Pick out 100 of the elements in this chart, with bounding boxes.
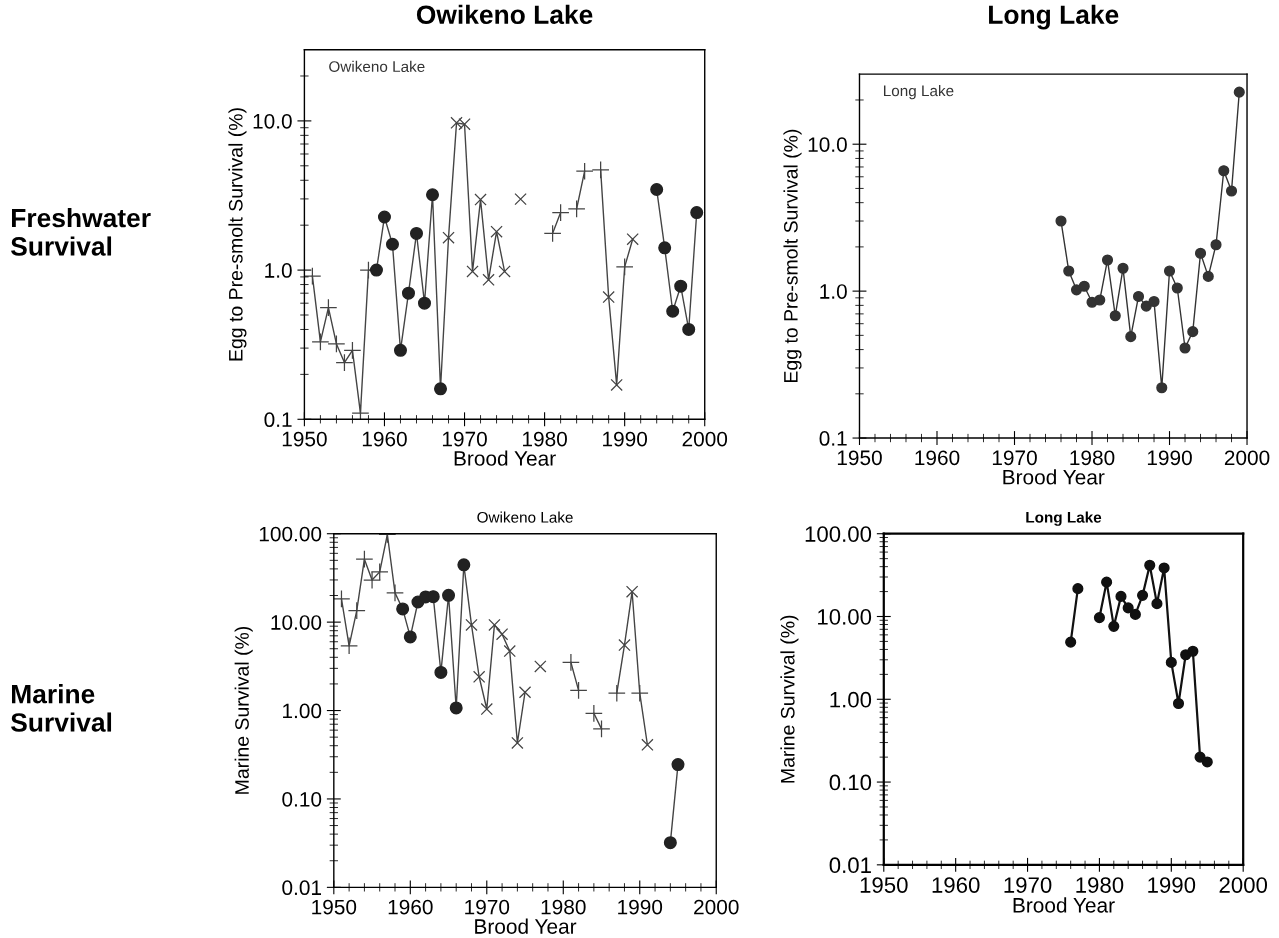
point xyxy=(1129,608,1141,620)
point xyxy=(1202,270,1214,282)
point xyxy=(518,686,532,699)
y-tick-label: 10.00 xyxy=(818,609,872,625)
x-tick-label: 1970 xyxy=(442,431,487,447)
y-tick-label: 1.00 xyxy=(283,703,322,719)
y-tick-label: 10.00 xyxy=(271,615,322,630)
y-tick-label: 10.0 xyxy=(808,137,847,152)
x-tick-label: 1990 xyxy=(1148,877,1196,893)
point xyxy=(575,162,594,181)
point xyxy=(495,628,509,641)
x-tick-label: 1980 xyxy=(523,431,567,447)
point xyxy=(311,332,330,351)
point xyxy=(503,644,516,658)
point xyxy=(1158,562,1170,574)
x-tick-label: 1960 xyxy=(915,450,960,466)
point xyxy=(386,583,404,602)
point xyxy=(1125,331,1137,343)
point xyxy=(1179,342,1191,354)
point xyxy=(1171,282,1183,294)
x-tick-label: 1950 xyxy=(282,431,327,447)
point xyxy=(671,758,685,772)
point xyxy=(658,241,672,255)
x-axis-title: Brood Year xyxy=(475,918,577,934)
point xyxy=(1187,645,1199,657)
x-tick-label: 1990 xyxy=(1147,450,1192,466)
point xyxy=(449,701,463,715)
point xyxy=(1210,239,1222,251)
point xyxy=(666,304,680,318)
point xyxy=(466,265,479,278)
text: Owikeno Lake xyxy=(416,4,593,25)
point xyxy=(434,665,448,679)
point xyxy=(377,210,391,224)
point xyxy=(561,653,580,672)
point xyxy=(343,341,362,360)
point xyxy=(335,353,354,372)
point xyxy=(1194,247,1207,259)
point xyxy=(1108,620,1120,632)
point xyxy=(1172,697,1185,710)
x-tick-label: 1980 xyxy=(1076,877,1124,893)
point xyxy=(641,738,654,751)
point xyxy=(1055,215,1067,227)
point xyxy=(1156,382,1168,394)
point xyxy=(1115,590,1127,602)
point xyxy=(610,378,623,392)
y-axis-title: Egg to Pre-smolt Survival (%) xyxy=(783,129,802,382)
point xyxy=(543,224,562,243)
y-tick-label: 100.00 xyxy=(805,526,872,542)
point xyxy=(385,237,399,251)
point xyxy=(450,116,463,130)
y-tick-label: 0.10 xyxy=(282,791,322,807)
point xyxy=(474,193,487,206)
point xyxy=(1225,185,1238,197)
point xyxy=(369,263,383,277)
y-tick-label: 1.0 xyxy=(265,263,292,278)
point xyxy=(1072,583,1084,595)
x-tick-label: 1990 xyxy=(618,899,663,915)
point xyxy=(1163,265,1176,277)
x-tick-label: 2000 xyxy=(682,431,728,447)
point xyxy=(1140,300,1152,312)
x-tick-label: 1950 xyxy=(312,899,357,915)
point xyxy=(1144,559,1156,571)
point xyxy=(569,681,588,700)
y-tick-label: 1.00 xyxy=(830,691,872,708)
point xyxy=(1122,602,1134,614)
point xyxy=(1151,598,1163,610)
point xyxy=(1101,254,1114,266)
point xyxy=(511,736,524,750)
point xyxy=(403,630,417,644)
text: Long Lake xyxy=(883,85,954,100)
point xyxy=(1165,656,1177,668)
point xyxy=(498,265,511,278)
point xyxy=(355,550,374,569)
point xyxy=(347,601,366,620)
point xyxy=(650,182,664,196)
point xyxy=(663,836,677,850)
point xyxy=(458,118,471,131)
point xyxy=(396,602,410,616)
point xyxy=(551,203,570,222)
y-tick-label: 0.1 xyxy=(819,431,847,446)
point xyxy=(625,585,639,598)
point xyxy=(1233,86,1245,98)
chart-title: Owikeno Lake xyxy=(477,511,573,523)
x-tick-label: 1960 xyxy=(388,899,433,915)
point xyxy=(1101,576,1113,588)
point xyxy=(327,334,346,353)
point xyxy=(480,702,493,716)
y-tick-label: 0.10 xyxy=(829,774,872,791)
x-axis-title: Brood Year xyxy=(454,450,556,466)
x-tick-label: 2000 xyxy=(1224,450,1270,466)
y-tick-label: 0.1 xyxy=(264,412,292,428)
point xyxy=(488,618,501,632)
point xyxy=(1137,589,1149,601)
point xyxy=(333,589,351,608)
point xyxy=(618,638,631,652)
x-tick-label: 1980 xyxy=(541,899,586,915)
point xyxy=(442,231,455,244)
point xyxy=(1218,165,1230,177)
point xyxy=(674,279,688,293)
point xyxy=(472,670,486,683)
